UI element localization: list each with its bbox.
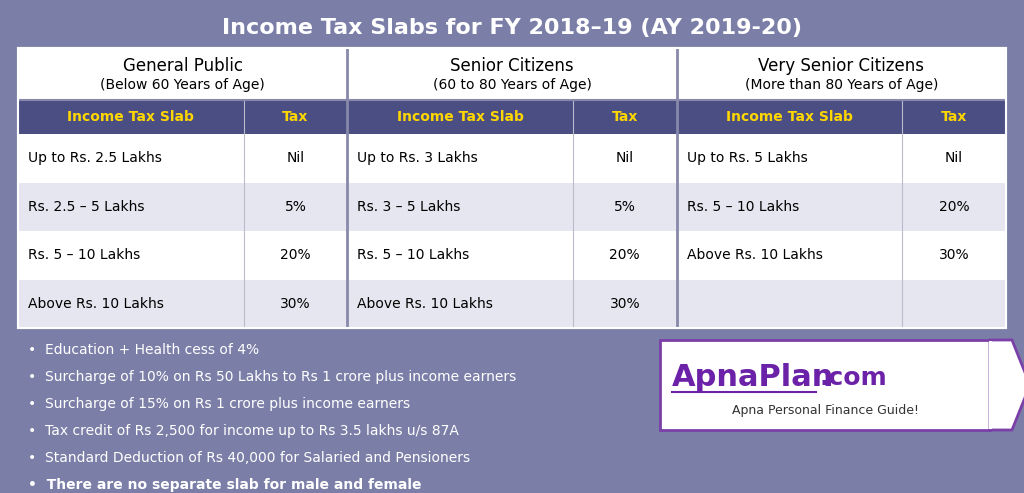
Text: Above Rs. 10 Lakhs: Above Rs. 10 Lakhs [687,248,822,262]
Text: 20%: 20% [281,248,310,262]
Text: Rs. 5 – 10 Lakhs: Rs. 5 – 10 Lakhs [28,248,140,262]
Polygon shape [990,340,1024,430]
Text: Apna Personal Finance Guide!: Apna Personal Finance Guide! [731,404,919,417]
Text: Senior Citizens: Senior Citizens [451,57,573,75]
FancyBboxPatch shape [677,280,1006,328]
FancyBboxPatch shape [677,100,1006,134]
FancyBboxPatch shape [18,231,347,280]
Text: Tax: Tax [283,110,308,124]
Text: Income Tax Slab: Income Tax Slab [68,110,195,124]
FancyBboxPatch shape [989,341,992,429]
FancyBboxPatch shape [347,231,677,280]
Text: Rs. 2.5 – 5 Lakhs: Rs. 2.5 – 5 Lakhs [28,200,144,214]
Text: 30%: 30% [609,297,640,311]
Text: Rs. 3 – 5 Lakhs: Rs. 3 – 5 Lakhs [357,200,461,214]
Text: Income Tax Slab: Income Tax Slab [726,110,853,124]
FancyBboxPatch shape [347,182,677,231]
Text: Up to Rs. 3 Lakhs: Up to Rs. 3 Lakhs [357,151,478,165]
FancyBboxPatch shape [8,8,1016,485]
FancyBboxPatch shape [347,134,677,182]
Text: Very Senior Citizens: Very Senior Citizens [759,57,925,75]
Text: (60 to 80 Years of Age): (60 to 80 Years of Age) [432,78,592,93]
FancyBboxPatch shape [18,100,347,134]
Text: Up to Rs. 5 Lakhs: Up to Rs. 5 Lakhs [687,151,807,165]
Text: 20%: 20% [609,248,640,262]
FancyBboxPatch shape [18,134,347,182]
Text: Nil: Nil [945,151,964,165]
Text: •  Surcharge of 15% on Rs 1 crore plus income earners: • Surcharge of 15% on Rs 1 crore plus in… [28,397,411,411]
Text: Above Rs. 10 Lakhs: Above Rs. 10 Lakhs [28,297,164,311]
Text: 30%: 30% [939,248,970,262]
Text: (Below 60 Years of Age): (Below 60 Years of Age) [100,78,265,93]
Text: •  Tax credit of Rs 2,500 for income up to Rs 3.5 lakhs u/s 87A: • Tax credit of Rs 2,500 for income up t… [28,424,459,438]
Text: •  Standard Deduction of Rs 40,000 for Salaried and Pensioners: • Standard Deduction of Rs 40,000 for Sa… [28,451,470,465]
Text: .com: .com [820,366,888,390]
FancyBboxPatch shape [677,182,1006,231]
Text: Above Rs. 10 Lakhs: Above Rs. 10 Lakhs [357,297,494,311]
FancyBboxPatch shape [18,182,347,231]
Text: ApnaPlan: ApnaPlan [672,363,835,392]
Text: 5%: 5% [285,200,306,214]
FancyBboxPatch shape [677,231,1006,280]
FancyBboxPatch shape [660,340,990,430]
Text: Up to Rs. 2.5 Lakhs: Up to Rs. 2.5 Lakhs [28,151,162,165]
Text: Rs. 5 – 10 Lakhs: Rs. 5 – 10 Lakhs [687,200,799,214]
FancyBboxPatch shape [18,280,347,328]
Text: Nil: Nil [287,151,304,165]
FancyBboxPatch shape [347,100,677,134]
Text: •  Education + Health cess of 4%: • Education + Health cess of 4% [28,343,259,357]
Text: Tax: Tax [941,110,968,124]
Text: •  There are no separate slab for male and female: • There are no separate slab for male an… [28,478,422,492]
FancyBboxPatch shape [347,280,677,328]
FancyBboxPatch shape [18,48,1006,328]
Text: Income Tax Slab: Income Tax Slab [396,110,523,124]
FancyBboxPatch shape [677,134,1006,182]
Text: 20%: 20% [939,200,970,214]
Text: Tax: Tax [611,110,638,124]
Text: (More than 80 Years of Age): (More than 80 Years of Age) [744,78,938,93]
Text: Income Tax Slabs for FY 2018–19 (AY 2019-20): Income Tax Slabs for FY 2018–19 (AY 2019… [222,18,802,38]
Text: •  Surcharge of 10% on Rs 50 Lakhs to Rs 1 crore plus income earners: • Surcharge of 10% on Rs 50 Lakhs to Rs … [28,370,516,384]
Text: 5%: 5% [613,200,636,214]
Text: Nil: Nil [615,151,634,165]
Text: 30%: 30% [281,297,310,311]
Text: Rs. 5 – 10 Lakhs: Rs. 5 – 10 Lakhs [357,248,470,262]
Text: General Public: General Public [123,57,243,75]
